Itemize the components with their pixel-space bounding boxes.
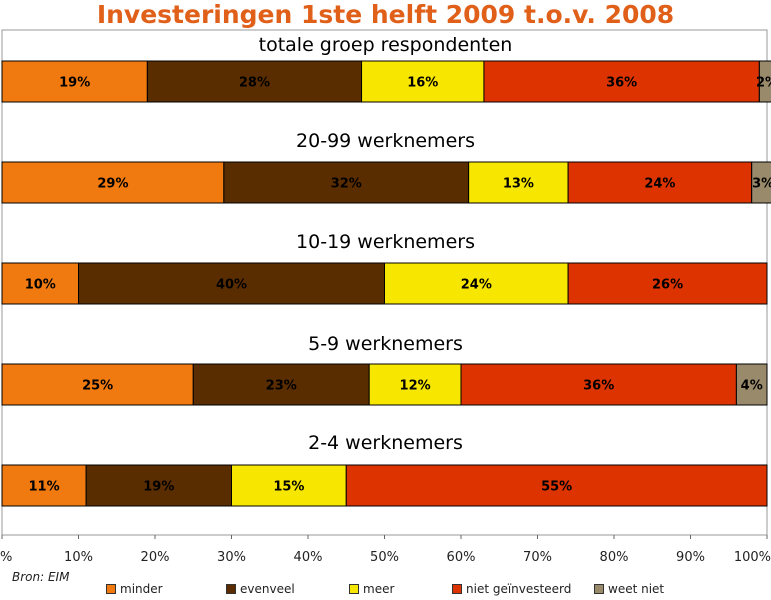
bar-segment bbox=[1, 464, 87, 507]
legend-label: evenveel bbox=[240, 582, 295, 596]
data-label: 55% bbox=[541, 480, 572, 495]
data-label: 11% bbox=[29, 480, 60, 495]
bar-segment bbox=[483, 60, 760, 103]
bar-segment bbox=[345, 464, 768, 507]
bar-segment bbox=[1, 262, 79, 305]
legend-swatch bbox=[106, 584, 116, 594]
x-tick-label: 90% bbox=[676, 550, 705, 565]
legend-label: weet niet bbox=[608, 582, 665, 596]
category-label: 10-19 werknemers bbox=[296, 231, 475, 253]
legend-item: evenveel bbox=[226, 582, 295, 596]
x-tick-label: 60% bbox=[447, 550, 476, 565]
x-tick-label: 50% bbox=[370, 550, 399, 565]
data-label: 29% bbox=[97, 177, 128, 192]
data-label: 25% bbox=[82, 379, 113, 394]
bar-segment bbox=[735, 363, 768, 406]
data-label: 36% bbox=[583, 379, 614, 394]
category-label: 2-4 werknemers bbox=[308, 432, 463, 454]
legend-swatch bbox=[226, 584, 236, 594]
data-label: 15% bbox=[273, 480, 304, 495]
bar-segment bbox=[146, 60, 363, 103]
legend-item: minder bbox=[106, 582, 163, 596]
bar-segment bbox=[223, 161, 470, 204]
legend: minder evenveel meer niet geïnvesteerd weet … bbox=[0, 582, 771, 600]
chart-plot: 19% 28% 16% 36% 2% 29% 32% 13% 24% 3% 10% 40% 24% 26%… bbox=[0, 29, 771, 565]
x-tick-label: 20% bbox=[141, 550, 170, 565]
data-label: 24% bbox=[461, 278, 492, 293]
legend-swatch bbox=[594, 584, 604, 594]
bar-segment bbox=[567, 262, 768, 305]
data-label: 13% bbox=[503, 177, 534, 192]
data-label: 19% bbox=[143, 480, 174, 495]
data-label: 12% bbox=[400, 379, 431, 394]
category-label: totale groep respondenten bbox=[258, 34, 513, 56]
data-label: 4% bbox=[741, 379, 763, 394]
data-label: 26% bbox=[652, 278, 683, 293]
data-label: 32% bbox=[331, 177, 362, 192]
bar-segment bbox=[1, 161, 225, 204]
legend-item: meer bbox=[349, 582, 394, 596]
chart-title: Investeringen 1ste helft 2009 t.o.v. 200… bbox=[96, 0, 675, 29]
bar-segment bbox=[85, 464, 233, 507]
data-label: 3% bbox=[752, 177, 771, 192]
data-label: 10% bbox=[25, 278, 56, 293]
data-label: 2% bbox=[756, 76, 771, 91]
x-tick-label: 80% bbox=[600, 550, 629, 565]
data-label: 36% bbox=[606, 76, 637, 91]
bar-segment bbox=[1, 60, 148, 103]
data-label: 16% bbox=[407, 76, 438, 91]
x-tick-label: 70% bbox=[523, 550, 552, 565]
data-label: 19% bbox=[59, 76, 90, 91]
bar-segment bbox=[384, 262, 569, 305]
x-tick-label: 100% bbox=[734, 550, 771, 565]
data-label: 28% bbox=[239, 76, 270, 91]
bar-segment bbox=[758, 60, 771, 103]
x-tick-label: 40% bbox=[294, 550, 323, 565]
bar-segment bbox=[78, 262, 385, 305]
legend-label: meer bbox=[363, 582, 395, 596]
bar-segment bbox=[567, 161, 753, 204]
legend-swatch bbox=[349, 584, 359, 594]
bar-segment bbox=[751, 161, 771, 204]
x-tick-label: % bbox=[0, 550, 12, 565]
x-tick-label: 10% bbox=[64, 550, 93, 565]
legend-item: weet niet bbox=[594, 582, 664, 596]
data-label: 24% bbox=[644, 177, 675, 192]
legend-label: niet geïnvesteerd bbox=[466, 582, 572, 596]
bar-segment bbox=[231, 464, 347, 507]
legend-item: niet geïnvesteerd bbox=[452, 582, 571, 596]
data-label: 23% bbox=[266, 379, 297, 394]
category-label: 20-99 werknemers bbox=[296, 130, 475, 152]
source-note: Bron: EIM bbox=[12, 570, 70, 584]
bar-segment bbox=[1, 363, 194, 406]
bar-segment bbox=[468, 161, 569, 204]
data-label: 40% bbox=[216, 278, 247, 293]
legend-label: minder bbox=[120, 582, 163, 596]
x-tick-label: 30% bbox=[217, 550, 246, 565]
category-label: 5-9 werknemers bbox=[308, 333, 463, 355]
legend-swatch bbox=[452, 584, 462, 594]
